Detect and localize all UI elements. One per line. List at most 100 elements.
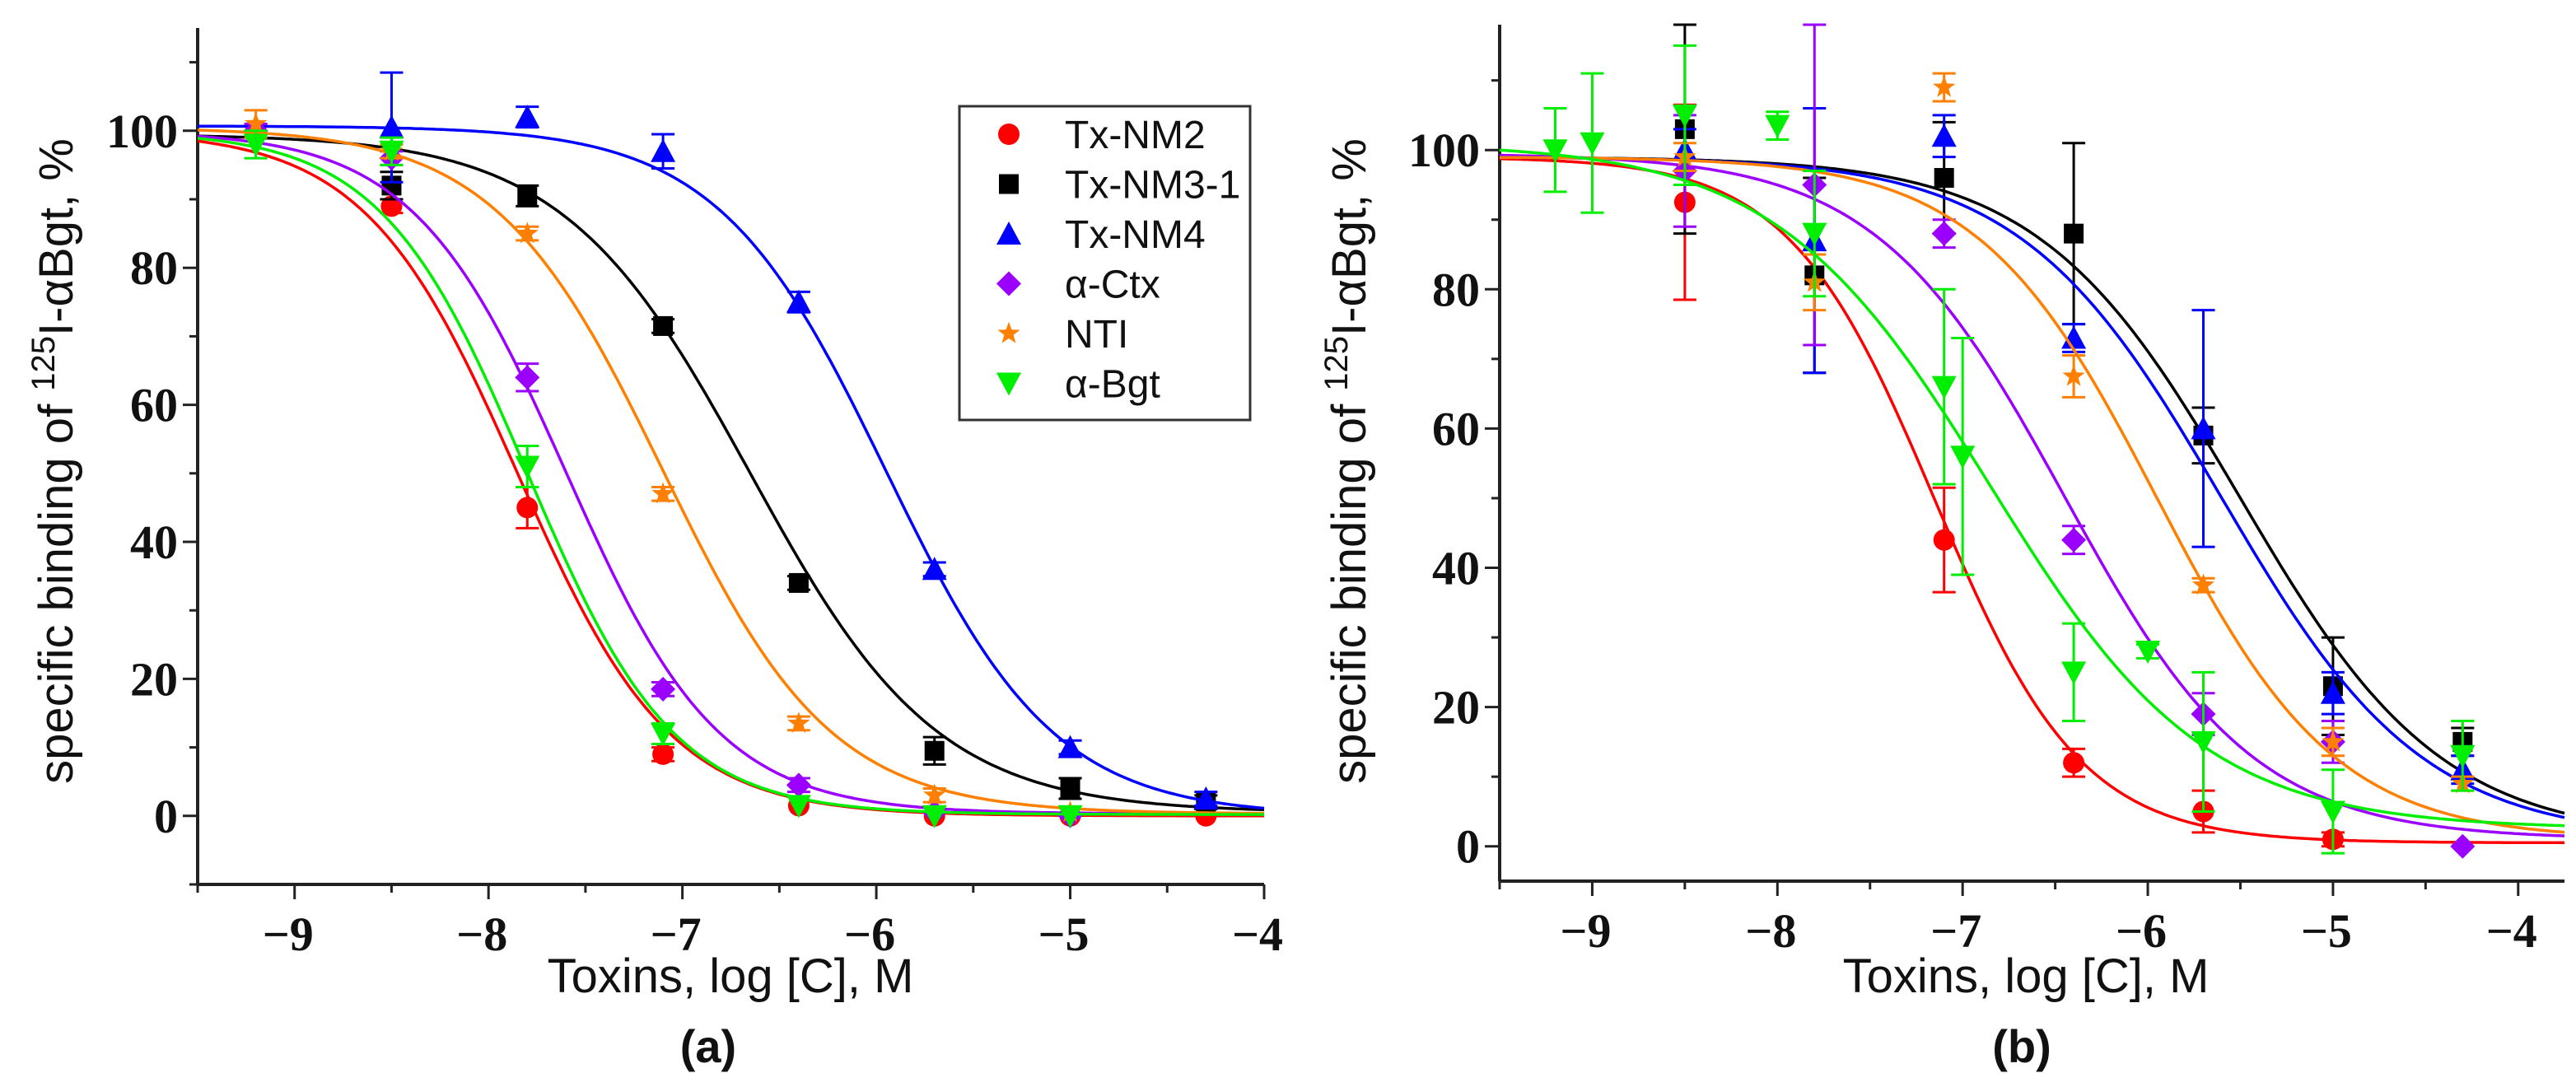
x-tick-label: −4 xyxy=(2486,904,2537,958)
data-point xyxy=(517,185,538,206)
data-point xyxy=(2062,364,2085,386)
data-point xyxy=(2061,325,2087,349)
data-point xyxy=(515,365,540,390)
y-tick-label: 20 xyxy=(130,652,178,706)
y-tick-label: 40 xyxy=(130,516,178,569)
data-point xyxy=(651,676,676,702)
fit-curve xyxy=(197,137,1264,816)
fit-curve xyxy=(198,124,1265,810)
x-axis-title: Toxins, log [C], M xyxy=(548,949,914,1003)
x-tick-label: −8 xyxy=(456,907,507,961)
series-α-Ctx xyxy=(1499,23,2565,859)
fit-curve xyxy=(197,128,1264,815)
legend-marker xyxy=(996,271,1021,296)
fit-curve xyxy=(1500,156,2565,819)
x-axis-title: Toxins, log [C], M xyxy=(1843,949,2210,1003)
y-axis-title-superscript: 125 xyxy=(1318,336,1355,391)
data-point xyxy=(2322,730,2345,752)
series-Tx-NM4 xyxy=(1500,106,2565,819)
data-point xyxy=(651,138,676,162)
data-point xyxy=(245,112,268,133)
legend-label: Tx-NM4 xyxy=(1065,213,1206,257)
data-point xyxy=(2063,752,2085,774)
fit-curve xyxy=(1499,153,2565,837)
data-point xyxy=(787,711,810,733)
x-tick-label: −6 xyxy=(2116,904,2167,958)
data-point xyxy=(2064,223,2084,244)
fit-curve xyxy=(1499,157,2564,845)
data-point xyxy=(2320,680,2345,704)
data-point xyxy=(516,222,539,244)
fit-curve xyxy=(1500,156,2565,815)
y-axis-title-superscript: 125 xyxy=(26,336,62,391)
y-tick-label: 100 xyxy=(1408,124,1480,177)
legend-label: Tx-NM3-1 xyxy=(1065,164,1240,208)
x-tick-label: −5 xyxy=(1038,907,1090,961)
data-point xyxy=(2450,744,2476,768)
data-point xyxy=(1542,139,1568,163)
data-point xyxy=(788,572,809,593)
data-point xyxy=(651,482,674,504)
data-point xyxy=(651,722,676,746)
legend-marker xyxy=(999,174,1019,194)
y-tick-label: 60 xyxy=(130,379,178,432)
data-point xyxy=(924,740,945,761)
y-axis-title-prefix: specific binding of xyxy=(30,391,83,784)
data-point xyxy=(1672,104,1697,128)
y-axis-title-suffix: I-αBgt, % xyxy=(30,138,83,336)
legend-marker xyxy=(997,321,1020,343)
fit-curve xyxy=(197,134,1265,812)
y-axis-title-prefix: specific binding of xyxy=(1323,391,1376,784)
data-point xyxy=(1950,446,1976,469)
legend-label: NTI xyxy=(1065,313,1128,357)
data-point xyxy=(786,772,811,798)
data-point xyxy=(652,743,674,765)
series-NTI xyxy=(1500,72,2565,834)
legend-box xyxy=(958,105,1252,422)
y-axis-title: specific binding of 125I-αBgt, % xyxy=(26,138,83,784)
data-point xyxy=(379,114,404,138)
data-point xyxy=(1580,132,1605,156)
data-point xyxy=(2061,661,2087,685)
fit-curve xyxy=(1499,148,2565,828)
data-point xyxy=(243,133,268,157)
series-α-Bgt xyxy=(1499,44,2565,855)
data-point xyxy=(2135,640,2161,664)
legend-marker xyxy=(996,372,1021,396)
data-point xyxy=(1931,221,1957,246)
data-point xyxy=(1060,778,1080,799)
y-axis-title: specific binding of 125I-αBgt, % xyxy=(1318,138,1376,784)
data-point xyxy=(786,289,811,313)
data-point xyxy=(2450,833,2476,859)
y-tick-label: 40 xyxy=(1432,542,1480,595)
data-point xyxy=(653,315,674,336)
y-tick-label: 60 xyxy=(1432,402,1480,455)
data-point xyxy=(1933,529,1955,551)
y-tick-label: 0 xyxy=(154,790,178,843)
data-point xyxy=(516,497,539,519)
data-point xyxy=(1057,735,1083,758)
data-point xyxy=(1057,805,1083,828)
data-point xyxy=(923,783,946,805)
series-Tx-NM2 xyxy=(1499,103,2564,851)
legend-label: α-Bgt xyxy=(1065,363,1160,407)
data-point xyxy=(379,140,404,164)
data-point xyxy=(1931,376,1957,399)
y-tick-label: 20 xyxy=(1432,681,1480,735)
y-tick-label: 100 xyxy=(106,105,178,158)
data-point xyxy=(2061,527,2087,553)
data-point xyxy=(786,795,811,819)
fit-curve xyxy=(1500,156,2565,834)
y-tick-label: 80 xyxy=(130,241,178,295)
x-tick-label: −7 xyxy=(1930,904,1981,958)
data-point xyxy=(1931,124,1957,147)
x-tick-label: −4 xyxy=(1232,907,1283,961)
data-point xyxy=(515,105,540,128)
y-axis-title-suffix: I-αBgt, % xyxy=(1323,138,1376,336)
data-point xyxy=(2320,800,2345,824)
x-tick-label: −8 xyxy=(1745,904,1796,958)
panel-a: (a) Toxins, log [C], M specific binding … xyxy=(26,28,1283,1072)
legend-marker xyxy=(996,222,1021,245)
